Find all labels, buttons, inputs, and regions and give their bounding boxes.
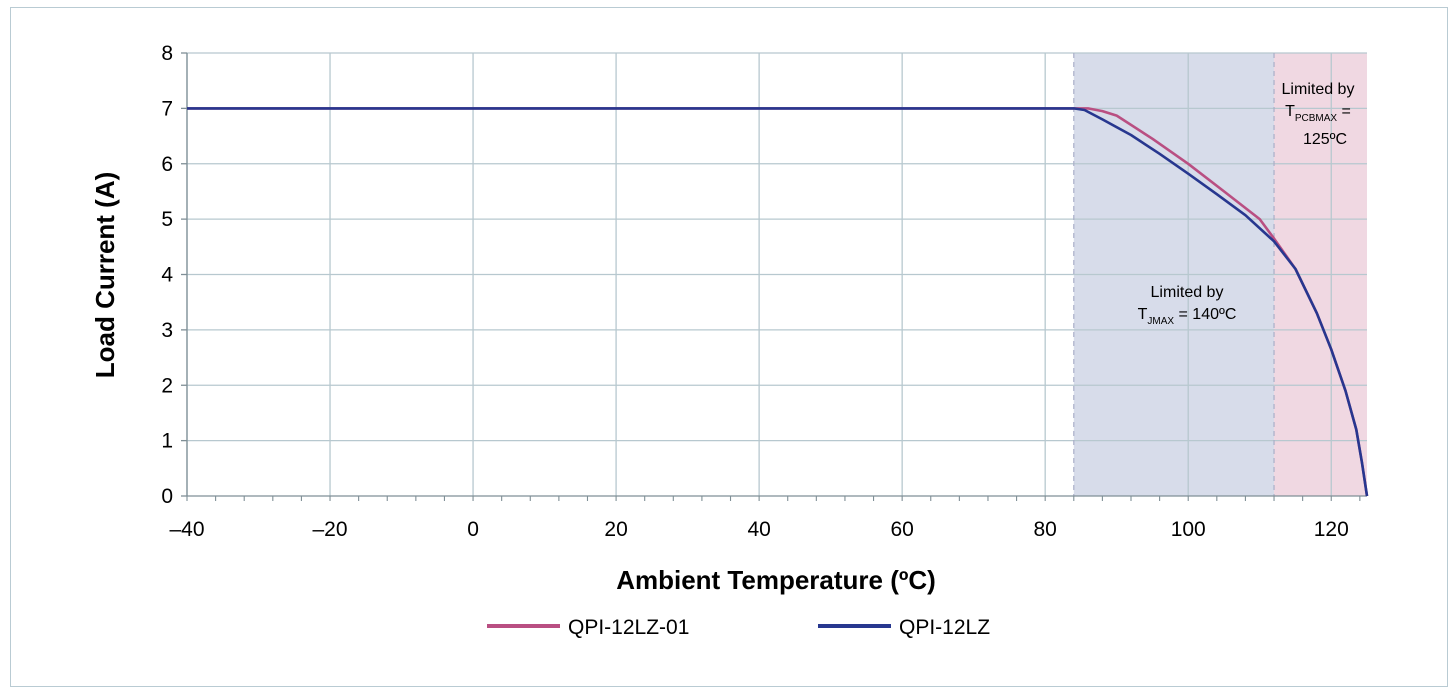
y-tick-label: 1 [161,430,173,453]
x-tick-label: 20 [604,518,627,541]
chart: 0 1 2 3 4 5 6 7 8 –40 –20 0 20 40 60 80 100 120 Limited b… [0,0,1450,673]
x-tick-label: –20 [313,518,348,541]
y-tick-label: 6 [161,153,173,176]
x-tick-label: 40 [747,518,770,541]
legend-label-qpi-12lz-01: QPI-12LZ-01 [568,616,689,639]
x-tick-label: 60 [890,518,913,541]
region-label-tpcbmax-line3: 125ºC [1303,131,1347,148]
y-tick-label: 4 [161,264,173,287]
y-tick-label: 3 [161,319,173,342]
y-axis-title: Load Current (A) [90,172,120,379]
legend: QPI-12LZ-01 QPI-12LZ [487,616,990,639]
x-tick-label: 80 [1034,518,1057,541]
legend-label-qpi-12lz: QPI-12LZ [899,616,990,639]
x-tick-label: 0 [467,518,479,541]
y-tick-label: 8 [161,42,173,65]
x-tick-label: 120 [1314,518,1349,541]
region-label-tjmax-line1: Limited by [1151,284,1224,301]
y-tick-label: 7 [161,97,173,120]
y-tick-label: 0 [161,485,173,508]
x-axis-title: Ambient Temperature (ºC) [616,565,936,595]
y-tick-label: 5 [161,208,173,231]
y-tick-label: 2 [161,374,173,397]
x-tick-label: 100 [1171,518,1206,541]
x-tick-label: –40 [169,518,204,541]
region-label-tpcbmax-line1: Limited by [1282,81,1355,98]
